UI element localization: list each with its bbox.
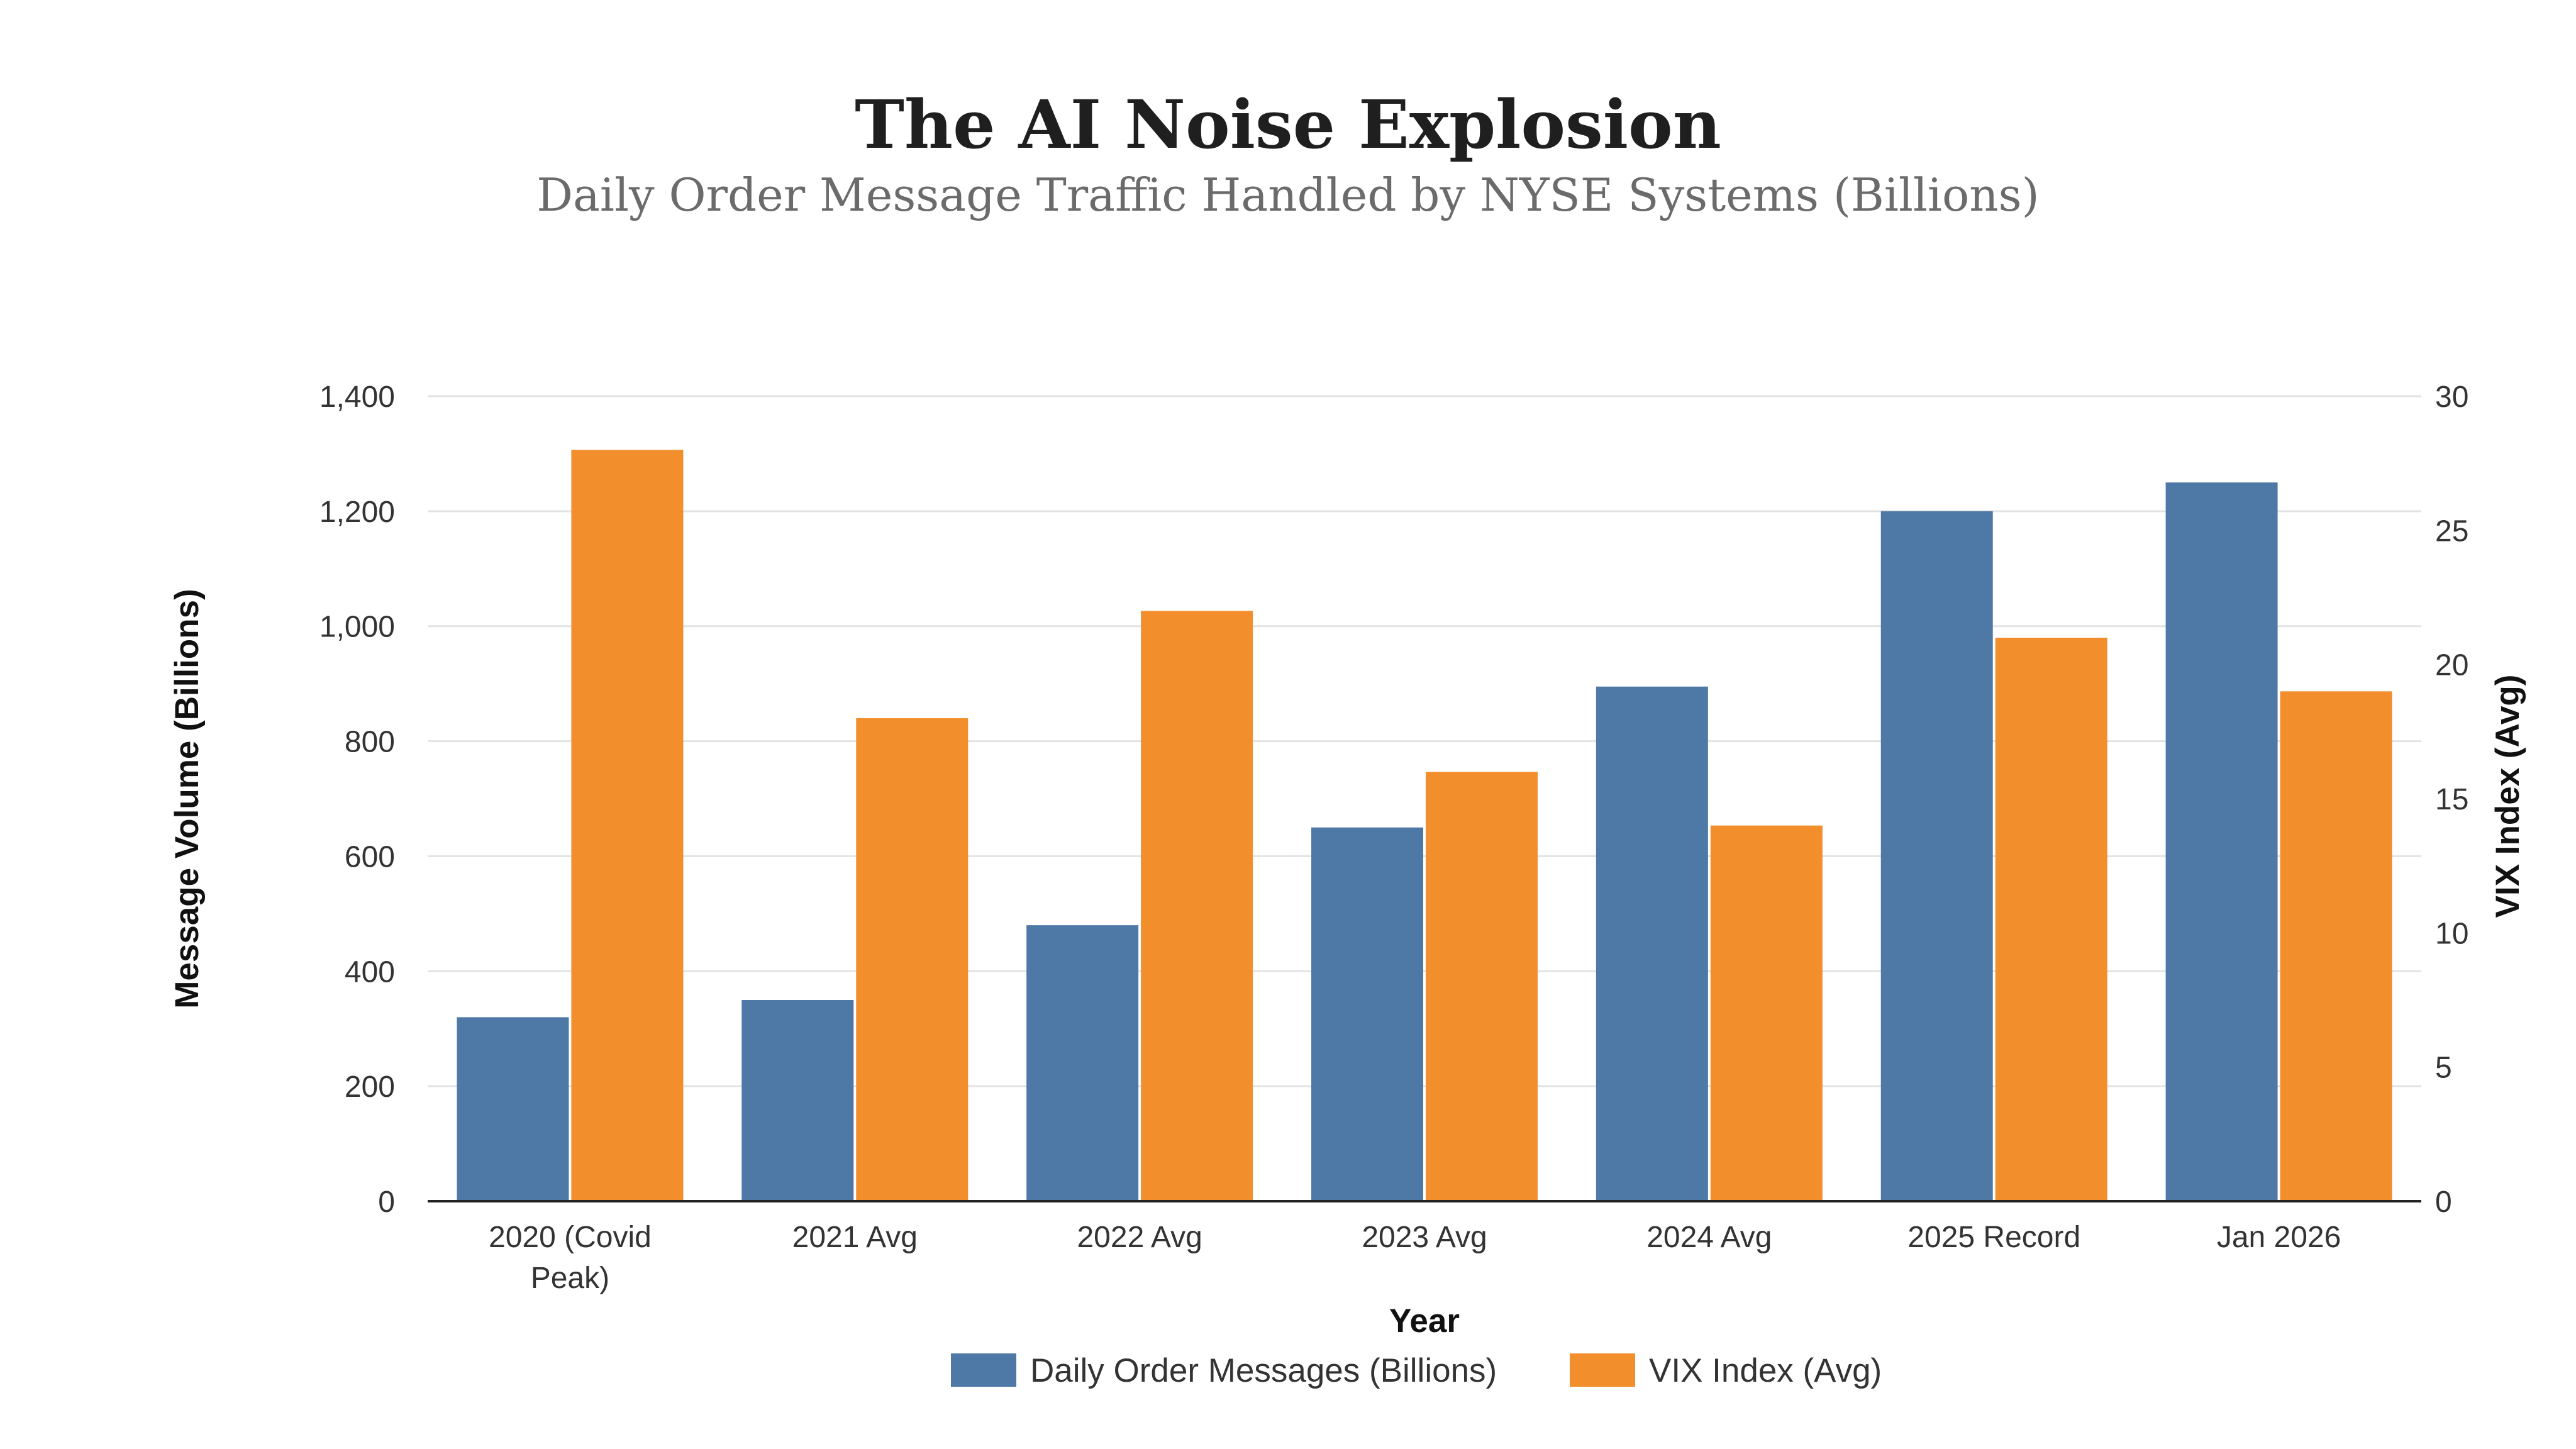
bar-messages xyxy=(1596,686,1708,1201)
y2-tick-label: 0 xyxy=(2435,1185,2452,1219)
chart-title: The AI Noise Explosion xyxy=(855,85,1721,164)
y2-axis-title: VIX Index (Avg) xyxy=(2489,675,2526,918)
y-tick-label: 1,000 xyxy=(319,611,395,644)
y2-tick-label: 10 xyxy=(2435,917,2468,950)
y2-tick-label: 15 xyxy=(2435,783,2468,816)
y2-tick-label: 30 xyxy=(2435,380,2468,414)
y-tick-label: 1,400 xyxy=(319,380,395,414)
bar-vix xyxy=(2280,691,2392,1201)
bar-vix xyxy=(1710,825,1823,1201)
legend-label: Daily Order Messages (Billions) xyxy=(1030,1352,1497,1389)
legend-label: VIX Index (Avg) xyxy=(1649,1352,1882,1389)
x-tick-label: 2023 Avg xyxy=(1362,1221,1487,1254)
y-axis-ticks: 0 200 400 600 800 1,000 1,200 1,400 xyxy=(319,380,395,1219)
y2-tick-label: 5 xyxy=(2435,1052,2452,1085)
legend-swatch xyxy=(951,1353,1016,1387)
legend-swatch xyxy=(1570,1353,1635,1387)
bar-messages xyxy=(741,1000,854,1201)
x-tick-label: 2024 Avg xyxy=(1646,1221,1772,1254)
x-axis-title: Year xyxy=(1389,1302,1460,1340)
x-tick-label: 2025 Record xyxy=(1907,1221,2080,1254)
bar-vix xyxy=(856,718,969,1201)
bar-vix xyxy=(571,450,684,1202)
y-axis-title: Message Volume (Billions) xyxy=(169,589,206,1009)
y-tick-label: 800 xyxy=(345,726,395,759)
y-tick-label: 1,200 xyxy=(319,496,395,529)
bar-vix xyxy=(1995,638,2107,1201)
x-tick-label: 2022 Avg xyxy=(1077,1221,1202,1254)
y-tick-label: 600 xyxy=(345,840,395,874)
y-tick-label: 400 xyxy=(345,955,395,989)
gridlines xyxy=(428,395,2421,1087)
bar-messages xyxy=(1311,827,1423,1201)
x-tick-label: 2020 (Covid Peak) xyxy=(489,1221,652,1295)
x-tick-label: Jan 2026 xyxy=(2217,1221,2341,1254)
bar-vix xyxy=(1426,772,1538,1201)
bar-messages xyxy=(2165,482,2278,1202)
legend: Daily Order Messages (Billions) VIX Index… xyxy=(951,1352,1882,1389)
bars xyxy=(457,450,2392,1202)
y2-tick-label: 20 xyxy=(2435,649,2468,682)
chart-subtitle: Daily Order Message Traffic Handled by N… xyxy=(536,169,2039,221)
bar-messages xyxy=(1026,925,1139,1201)
x-axis-ticks: 2020 (Covid Peak) 2021 Avg 2022 Avg 2023 Avg… xyxy=(489,1221,2341,1295)
x-tick-label: 2021 Avg xyxy=(792,1221,918,1254)
bar-vix xyxy=(1141,611,1253,1201)
y2-tick-label: 25 xyxy=(2435,514,2468,548)
y2-axis-ticks: 0 5 10 15 20 25 30 xyxy=(2435,380,2468,1219)
y-tick-label: 0 xyxy=(378,1185,395,1219)
bar-messages xyxy=(1880,511,1993,1201)
bar-messages xyxy=(457,1017,569,1201)
y-tick-label: 200 xyxy=(345,1070,395,1104)
